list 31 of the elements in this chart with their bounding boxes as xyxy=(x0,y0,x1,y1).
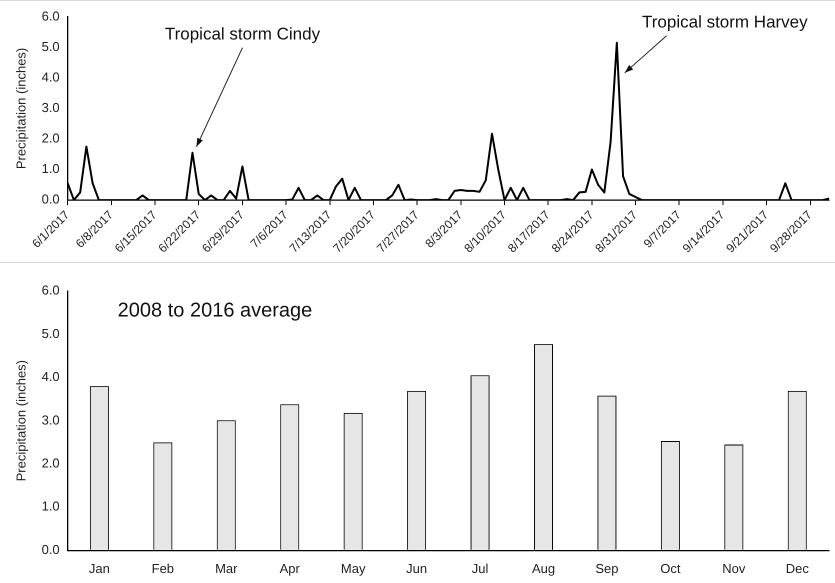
y-tick-label: 6.0 xyxy=(42,8,60,24)
annotation: Tropical storm Cindy xyxy=(164,24,321,44)
x-tick-label: Aug xyxy=(532,560,556,576)
x-tick-label: Jun xyxy=(406,560,428,576)
x-tick-label: Feb xyxy=(152,560,174,576)
x-tick-label: Jan xyxy=(88,560,110,576)
x-tick-label: May xyxy=(340,560,366,576)
y-tick-label: 2.0 xyxy=(42,130,60,146)
y-tick-label: 0.0 xyxy=(42,192,60,207)
x-tick-label: Dec xyxy=(786,560,810,576)
y-tick-label: 5.0 xyxy=(42,38,60,54)
y-tick-label: 6.0 xyxy=(42,282,60,298)
x-tick-label: Apr xyxy=(280,560,301,576)
y-tick-label: 2.0 xyxy=(42,456,60,471)
x-tick-label: Nov xyxy=(722,560,746,576)
y-tick-label: 4.0 xyxy=(42,69,60,84)
x-tick-label: Oct xyxy=(660,560,681,576)
y-axis-title: Precipitation (inches) xyxy=(13,48,28,170)
x-tick-label: Mar xyxy=(215,560,238,576)
y-axis-title: Precipitation (inches) xyxy=(13,360,28,482)
y-tick-label: 4.0 xyxy=(42,369,60,384)
y-tick-label: 1.0 xyxy=(42,161,60,176)
x-tick-label: Sep xyxy=(595,560,619,576)
y-tick-label: 0.0 xyxy=(42,542,60,557)
annotation: 2008 to 2016 average xyxy=(118,300,312,322)
y-tick-label: 5.0 xyxy=(42,326,60,341)
x-tick-label: Jul xyxy=(472,560,488,576)
y-tick-label: 1.0 xyxy=(42,498,60,514)
y-tick-label: 3.0 xyxy=(42,100,60,116)
annotation: Tropical storm Harvey xyxy=(642,12,808,32)
y-tick-label: 3.0 xyxy=(42,412,60,428)
